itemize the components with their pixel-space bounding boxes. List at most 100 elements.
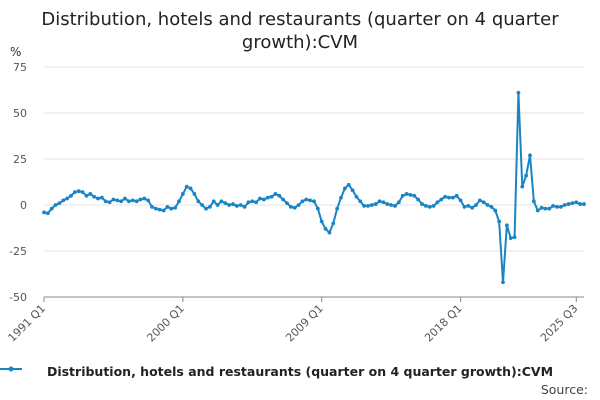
data-point[interactable]	[161, 208, 166, 213]
data-point[interactable]	[254, 200, 259, 205]
data-point[interactable]	[288, 204, 293, 209]
data-point[interactable]	[180, 192, 185, 196]
data-point[interactable]	[412, 193, 417, 198]
data-point[interactable]	[342, 186, 347, 191]
data-point[interactable]	[350, 188, 355, 193]
data-point[interactable]	[184, 184, 189, 189]
data-point[interactable]	[300, 199, 305, 204]
data-point[interactable]	[96, 196, 100, 201]
data-point[interactable]	[134, 199, 139, 204]
data-point[interactable]	[315, 206, 320, 211]
data-point[interactable]	[420, 202, 424, 206]
data-point[interactable]	[153, 206, 158, 211]
data-point[interactable]	[431, 204, 436, 208]
data-point[interactable]	[42, 210, 46, 215]
data-point[interactable]	[474, 203, 478, 207]
data-point[interactable]	[512, 235, 517, 240]
data-point[interactable]	[566, 202, 571, 206]
data-point[interactable]	[369, 203, 374, 207]
data-point[interactable]	[362, 204, 367, 208]
data-point[interactable]	[312, 199, 316, 204]
data-point[interactable]	[485, 203, 490, 207]
data-point[interactable]	[346, 182, 351, 187]
data-point[interactable]	[470, 205, 475, 210]
data-point[interactable]	[539, 205, 544, 210]
data-point[interactable]	[99, 195, 104, 200]
data-point[interactable]	[49, 206, 54, 211]
data-point[interactable]	[76, 189, 81, 194]
data-point[interactable]	[555, 204, 559, 209]
data-point[interactable]	[462, 204, 467, 209]
data-point[interactable]	[92, 194, 97, 199]
data-point[interactable]	[327, 230, 332, 235]
data-point[interactable]	[373, 202, 378, 206]
data-point[interactable]	[335, 206, 340, 211]
data-point[interactable]	[204, 206, 208, 211]
data-point[interactable]	[242, 204, 247, 209]
data-point[interactable]	[427, 204, 432, 209]
data-point[interactable]	[165, 204, 170, 209]
data-point[interactable]	[308, 198, 313, 203]
data-point[interactable]	[524, 173, 529, 178]
data-point[interactable]	[493, 208, 498, 213]
data-point[interactable]	[138, 197, 143, 202]
data-point[interactable]	[53, 203, 58, 207]
data-point[interactable]	[231, 202, 235, 206]
data-point[interactable]	[69, 193, 73, 198]
data-point[interactable]	[103, 199, 108, 204]
data-point[interactable]	[466, 204, 471, 208]
data-point[interactable]	[404, 192, 409, 196]
data-point[interactable]	[188, 186, 193, 191]
data-point[interactable]	[381, 200, 386, 205]
data-point[interactable]	[304, 197, 309, 202]
data-point[interactable]	[115, 198, 120, 203]
data-point[interactable]	[261, 197, 266, 202]
data-point[interactable]	[72, 190, 77, 195]
data-point[interactable]	[157, 207, 162, 212]
data-point[interactable]	[477, 198, 482, 203]
data-point[interactable]	[126, 199, 131, 204]
data-point[interactable]	[88, 192, 93, 196]
data-point[interactable]	[277, 193, 282, 198]
data-point[interactable]	[57, 201, 62, 206]
data-point[interactable]	[389, 203, 394, 207]
data-point[interactable]	[562, 203, 567, 207]
data-point[interactable]	[169, 206, 174, 211]
data-point[interactable]	[130, 198, 135, 203]
data-point[interactable]	[489, 204, 494, 209]
data-point[interactable]	[516, 90, 521, 95]
data-point[interactable]	[207, 204, 212, 209]
data-point[interactable]	[400, 193, 405, 198]
data-point[interactable]	[80, 190, 85, 195]
data-point[interactable]	[547, 206, 552, 211]
data-point[interactable]	[281, 197, 286, 202]
data-point[interactable]	[385, 202, 390, 206]
data-point[interactable]	[578, 202, 583, 206]
data-point[interactable]	[45, 211, 50, 216]
data-point[interactable]	[238, 203, 243, 207]
data-point[interactable]	[543, 206, 548, 211]
data-point[interactable]	[358, 199, 363, 204]
data-point[interactable]	[408, 192, 413, 197]
data-point[interactable]	[447, 195, 451, 200]
data-point[interactable]	[497, 219, 502, 224]
data-point[interactable]	[273, 192, 278, 196]
data-point[interactable]	[227, 203, 232, 207]
data-point[interactable]	[250, 199, 255, 204]
data-point[interactable]	[508, 236, 513, 241]
data-point[interactable]	[65, 196, 70, 201]
data-point[interactable]	[246, 200, 251, 205]
data-point[interactable]	[119, 199, 124, 204]
data-point[interactable]	[331, 221, 336, 226]
data-point[interactable]	[481, 200, 486, 205]
data-point[interactable]	[296, 203, 301, 207]
data-point[interactable]	[173, 205, 178, 210]
data-point[interactable]	[416, 197, 421, 202]
data-point[interactable]	[323, 227, 328, 231]
data-point[interactable]	[454, 193, 459, 198]
data-point[interactable]	[223, 201, 228, 206]
data-point[interactable]	[435, 200, 440, 205]
data-point[interactable]	[111, 197, 116, 202]
data-point[interactable]	[142, 196, 147, 201]
data-point[interactable]	[450, 195, 455, 200]
